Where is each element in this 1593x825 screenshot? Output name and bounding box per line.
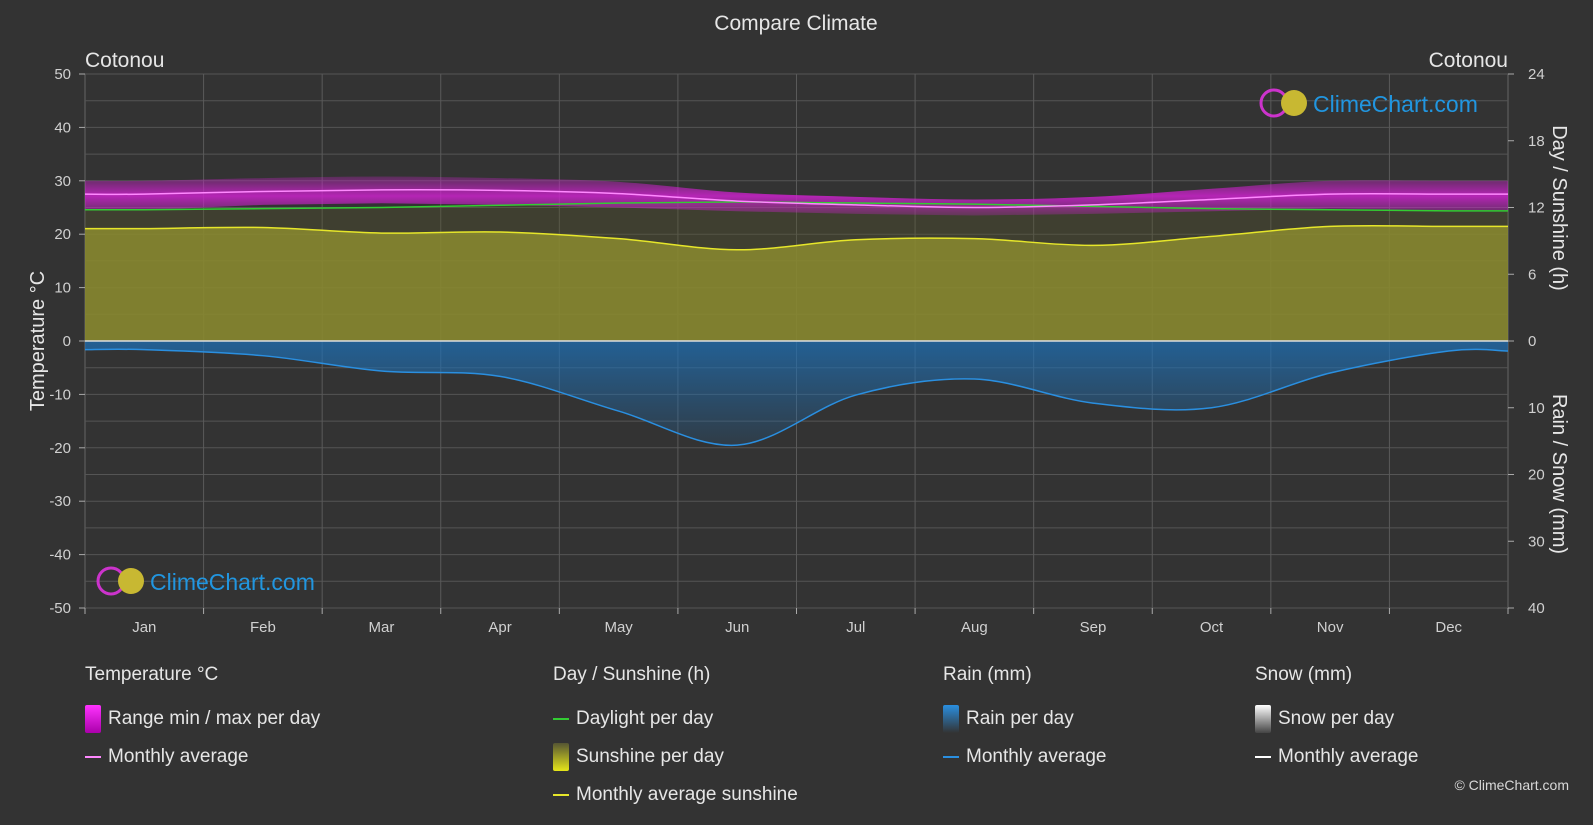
- copyright: © ClimeChart.com: [1454, 777, 1569, 793]
- watermark-top-text: ClimeChart.com: [1313, 91, 1478, 117]
- temperature-avg-line: [85, 189, 1508, 209]
- y-left-tick-label: -50: [49, 600, 71, 617]
- watermark-bottom-text: ClimeChart.com: [150, 569, 315, 595]
- x-tick-label: Apr: [488, 619, 511, 636]
- y-left-tick-label: 30: [54, 173, 71, 190]
- temp-range-swatch: [85, 705, 101, 733]
- legend-rain-day: Rain per day: [943, 700, 1106, 738]
- legend-sunshine-day: Sunshine per day: [553, 738, 798, 776]
- y-right-top-tick-label: 6: [1528, 266, 1536, 283]
- y-right-bottom-tick-label: 20: [1528, 467, 1545, 484]
- temperature-range-band: [85, 176, 1508, 216]
- legend-temperature-range: Range min / max per day: [85, 700, 320, 738]
- y-axis-right-bottom-label: Rain / Snow (mm): [1548, 394, 1570, 554]
- y-left-tick-label: 20: [54, 226, 71, 243]
- x-tick-label: Mar: [369, 619, 395, 636]
- legend-snow: Snow (mm) Snow per day Monthly average: [1255, 664, 1418, 776]
- x-tick-label: Jan: [132, 619, 156, 636]
- y-left-tick-label: -20: [49, 440, 71, 457]
- sunshine-swatch: [553, 743, 569, 771]
- data-bands: [85, 176, 1508, 446]
- watermark-top: ClimeChart.com: [1259, 88, 1478, 118]
- legend-sunshine: Day / Sunshine (h) Daylight per day Suns…: [553, 664, 798, 814]
- x-tick-label: Sep: [1080, 619, 1107, 636]
- legend-rain-day-label: Rain per day: [966, 708, 1074, 729]
- daylight-line: [85, 201, 1508, 212]
- daylight-area: [85, 201, 1508, 341]
- rain-avg-line: [85, 348, 1508, 446]
- sunshine-area: [85, 225, 1508, 341]
- legend-daylight: Daylight per day: [553, 700, 798, 738]
- x-tick-label: Aug: [961, 619, 988, 636]
- data-lines: [85, 189, 1508, 446]
- x-tick-label: Nov: [1317, 619, 1344, 636]
- legend-temperature: Temperature °C Range min / max per day M…: [85, 664, 320, 776]
- y-axis-right-top-label: Day / Sunshine (h): [1548, 125, 1570, 291]
- rain-swatch: [943, 705, 959, 733]
- legend-sunshine-avg-label: Monthly average sunshine: [576, 784, 798, 805]
- watermark-bottom: ClimeChart.com: [96, 566, 315, 596]
- legend-sunshine-title: Day / Sunshine (h): [553, 664, 711, 685]
- y-left-tick-label: 50: [54, 66, 71, 83]
- y-left-tick-label: -30: [49, 493, 71, 510]
- x-tick-label: Feb: [250, 619, 276, 636]
- y-left-tick-label: 0: [63, 333, 71, 350]
- rain-avg-swatch: [943, 756, 959, 758]
- y-right-top-tick-label: 24: [1528, 66, 1545, 83]
- temp-avg-swatch: [85, 756, 101, 758]
- legend-snow-avg: Monthly average: [1255, 738, 1418, 776]
- legend-rain-avg-label: Monthly average: [966, 746, 1107, 767]
- x-tick-label: Dec: [1435, 619, 1462, 636]
- daylight-swatch: [553, 718, 569, 720]
- y-axis-left-label: Temperature °C: [27, 271, 49, 411]
- legend-temperature-avg: Monthly average: [85, 738, 320, 776]
- legend-sunshine-avg: Monthly average sunshine: [553, 776, 798, 814]
- y-left-tick-label: -40: [49, 547, 71, 564]
- y-right-bottom-tick-label: 40: [1528, 600, 1545, 617]
- snow-avg-swatch: [1255, 756, 1271, 758]
- legend-snow-day: Snow per day: [1255, 700, 1418, 738]
- logo-sun-icon: [118, 568, 144, 594]
- city-right-label: Cotonou: [1429, 49, 1508, 72]
- y-right-top-tick-label: 12: [1528, 200, 1545, 217]
- sunshine-avg-line: [85, 224, 1508, 251]
- chart-title: Compare Climate: [714, 12, 877, 35]
- legend-temperature-title: Temperature °C: [85, 664, 219, 685]
- legend-temperature-avg-label: Monthly average: [108, 746, 249, 767]
- x-tick-label: May: [604, 619, 633, 636]
- city-left-label: Cotonou: [85, 49, 164, 72]
- y-right-top-tick-label: 18: [1528, 133, 1545, 150]
- legend-daylight-label: Daylight per day: [576, 708, 714, 729]
- y-left-tick-label: 10: [54, 280, 71, 297]
- x-tick-label: Oct: [1200, 619, 1224, 636]
- legend-rain-title: Rain (mm): [943, 664, 1032, 685]
- x-tick-label: Jun: [725, 619, 749, 636]
- logo-sun-icon: [1281, 90, 1307, 116]
- snow-swatch: [1255, 705, 1271, 733]
- y-left-tick-label: 40: [54, 119, 71, 136]
- y-right-bottom-tick-label: 30: [1528, 533, 1545, 550]
- legend-rain-avg: Monthly average: [943, 738, 1106, 776]
- legend-snow-day-label: Snow per day: [1278, 708, 1395, 729]
- legend-snow-avg-label: Monthly average: [1278, 746, 1419, 767]
- legend-sunshine-day-label: Sunshine per day: [576, 746, 724, 767]
- rain-area: [85, 341, 1508, 446]
- y-right-bottom-tick-label: 10: [1528, 400, 1545, 417]
- sunshine-avg-swatch: [553, 794, 569, 796]
- legend-rain: Rain (mm) Rain per day Monthly average: [943, 664, 1106, 776]
- axes: 50 40 30 20 10 0 -10 -20 -30 -40 -50 24 18 12 6 0 10 20 30…: [49, 66, 1544, 636]
- x-tick-label: Jul: [846, 619, 865, 636]
- legend-snow-title: Snow (mm): [1255, 664, 1353, 685]
- legend-temperature-range-label: Range min / max per day: [108, 708, 321, 729]
- y-left-tick-label: -10: [49, 386, 71, 403]
- y-right-top-tick-label: 0: [1528, 333, 1536, 350]
